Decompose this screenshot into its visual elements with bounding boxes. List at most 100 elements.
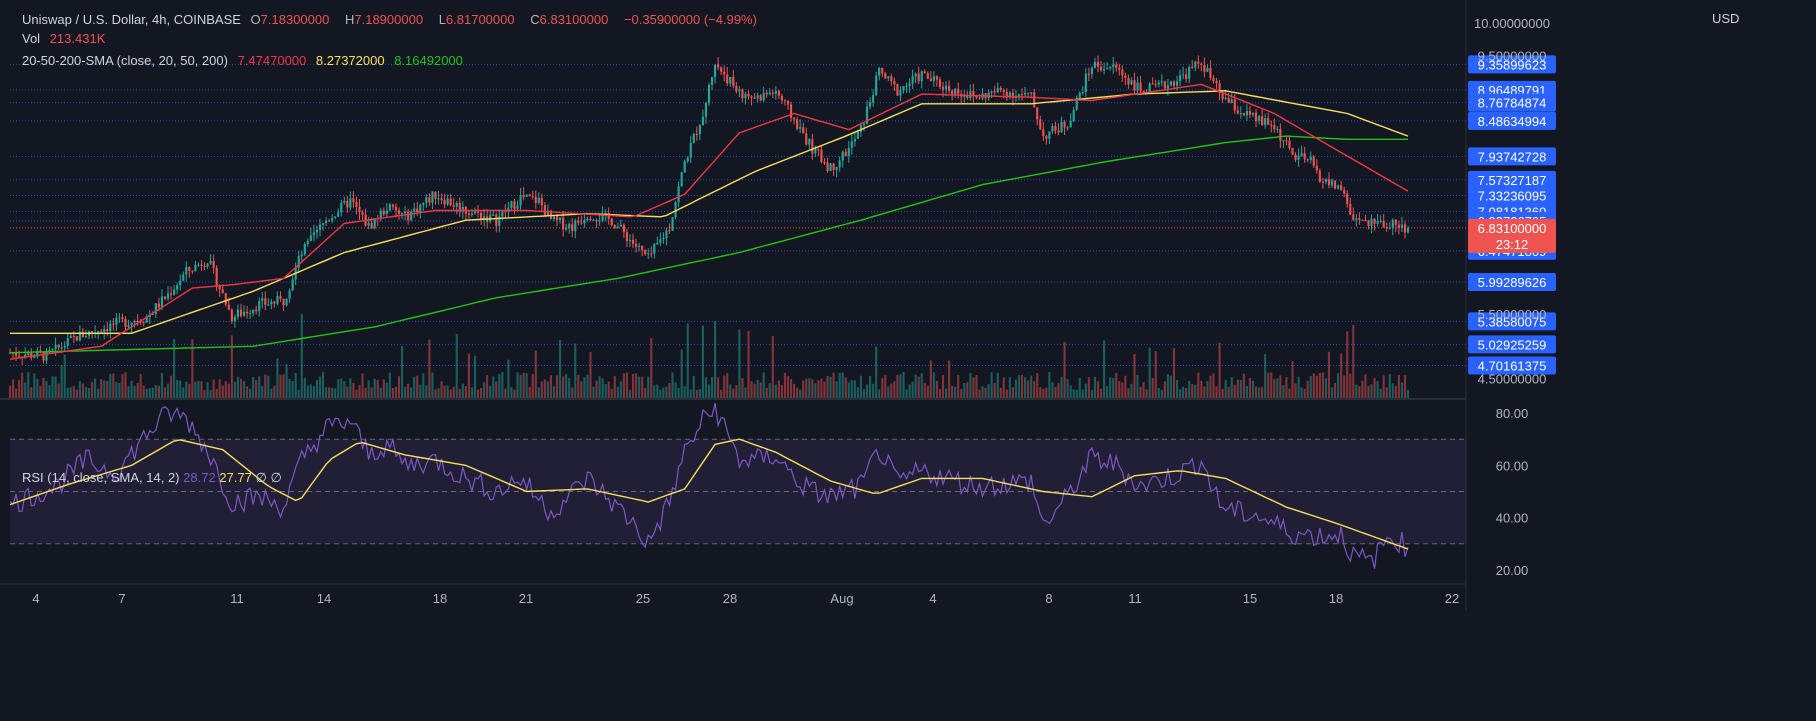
- candle-body: [847, 147, 850, 156]
- candle-body: [188, 266, 191, 271]
- candle-body: [1251, 112, 1255, 115]
- candle-body: [1160, 81, 1163, 83]
- candle-body: [613, 225, 616, 228]
- candle-body: [604, 212, 607, 214]
- volume-bar: [1030, 375, 1033, 398]
- candle-body: [230, 309, 233, 322]
- candle-body: [1264, 118, 1267, 126]
- change-value: −0.35900000 (−4.99%): [623, 12, 757, 27]
- volume-bar: [416, 375, 419, 398]
- candle-body: [121, 317, 124, 320]
- candle-body: [236, 309, 239, 317]
- volume-bar: [1258, 387, 1261, 398]
- candle-body: [641, 245, 644, 250]
- candle-body: [899, 90, 902, 96]
- volume-bar: [145, 388, 148, 398]
- volume-bar: [832, 372, 835, 398]
- candle-body: [1060, 121, 1063, 133]
- volume-bar: [1233, 384, 1236, 398]
- candle-body: [221, 289, 224, 294]
- candle-body: [859, 125, 863, 132]
- level-label: 4.70161375: [1478, 359, 1547, 374]
- volume-bar: [288, 379, 291, 398]
- candle-body: [862, 124, 866, 126]
- candle-body: [1103, 69, 1106, 71]
- volume-bar: [972, 377, 975, 398]
- candle-body: [303, 243, 306, 255]
- volume-bar: [847, 382, 850, 398]
- volume-bar: [142, 385, 145, 398]
- volume-bar: [771, 335, 774, 398]
- price-tick-label: 4.50000000: [1478, 372, 1547, 387]
- candle-body: [601, 213, 604, 221]
- volume-legend[interactable]: Vol 213.431K: [22, 31, 111, 46]
- low-label: L6.81700000: [438, 12, 515, 27]
- volume-bar: [604, 384, 607, 398]
- candle-body: [786, 100, 790, 105]
- volume-bar: [881, 377, 884, 398]
- candle-body: [1036, 107, 1039, 120]
- volume-bar: [850, 380, 853, 398]
- volume-bar: [361, 373, 364, 398]
- candle-body: [714, 64, 717, 78]
- volume-bar: [230, 335, 233, 398]
- volume-bar: [212, 379, 215, 398]
- volume-bar: [15, 388, 18, 398]
- volume-bar: [665, 386, 668, 398]
- volume-bar: [57, 383, 60, 398]
- candle-body: [720, 67, 723, 72]
- volume-bar: [1282, 384, 1285, 398]
- volume-bar: [1251, 380, 1255, 398]
- volume-bar: [27, 372, 30, 398]
- volume-bar: [355, 389, 358, 398]
- time-tick-label: 4: [32, 591, 39, 606]
- volume-bar: [157, 385, 160, 398]
- volume-bar: [1072, 389, 1075, 398]
- candle-body: [416, 208, 419, 213]
- volume-bar: [163, 387, 167, 398]
- volume-bar: [464, 385, 467, 398]
- volume-bar: [546, 381, 549, 398]
- candle-body: [1166, 85, 1169, 89]
- volume-bar: [647, 376, 650, 398]
- volume-bar: [1106, 386, 1109, 398]
- candle-body: [1212, 77, 1215, 82]
- volume-bar: [507, 359, 510, 398]
- volume-bar: [750, 381, 753, 398]
- volume-bar: [139, 373, 142, 398]
- volume-bar: [689, 389, 692, 398]
- volume-bar: [938, 388, 942, 398]
- volume-bar: [802, 380, 805, 398]
- candle-body: [404, 211, 407, 214]
- candle-body: [710, 77, 714, 85]
- volume-bar: [531, 374, 534, 398]
- volume-bar: [66, 387, 69, 398]
- candle-body: [771, 92, 774, 94]
- candle-body: [1206, 68, 1209, 72]
- candle-body: [741, 89, 744, 99]
- candle-body: [978, 97, 981, 99]
- candle-body: [625, 232, 629, 241]
- volume-bar: [1215, 386, 1218, 398]
- sma-legend[interactable]: 20-50-200-SMA (close, 20, 50, 200) 7.474…: [22, 53, 469, 68]
- candle-body: [443, 199, 446, 205]
- volume-bar: [407, 383, 410, 398]
- candle-body: [440, 198, 443, 200]
- volume-bar: [662, 387, 665, 398]
- candle-body: [969, 91, 972, 99]
- volume-bar: [659, 389, 662, 398]
- candle-body: [796, 119, 799, 129]
- candle-body: [1020, 94, 1024, 96]
- volume-bar: [413, 376, 416, 398]
- volume-bar: [60, 364, 63, 398]
- candle-body: [321, 223, 325, 225]
- volume-bar: [267, 375, 270, 398]
- volume-bar: [306, 385, 309, 398]
- volume-bar: [741, 378, 744, 398]
- volume-bar: [552, 386, 556, 398]
- candle-body: [893, 81, 896, 85]
- volume-bar: [245, 386, 249, 398]
- volume-bar: [233, 381, 236, 398]
- rsi-legend[interactable]: RSI (14, close, SMA, 14, 2) 28.72 27.77 …: [22, 470, 282, 486]
